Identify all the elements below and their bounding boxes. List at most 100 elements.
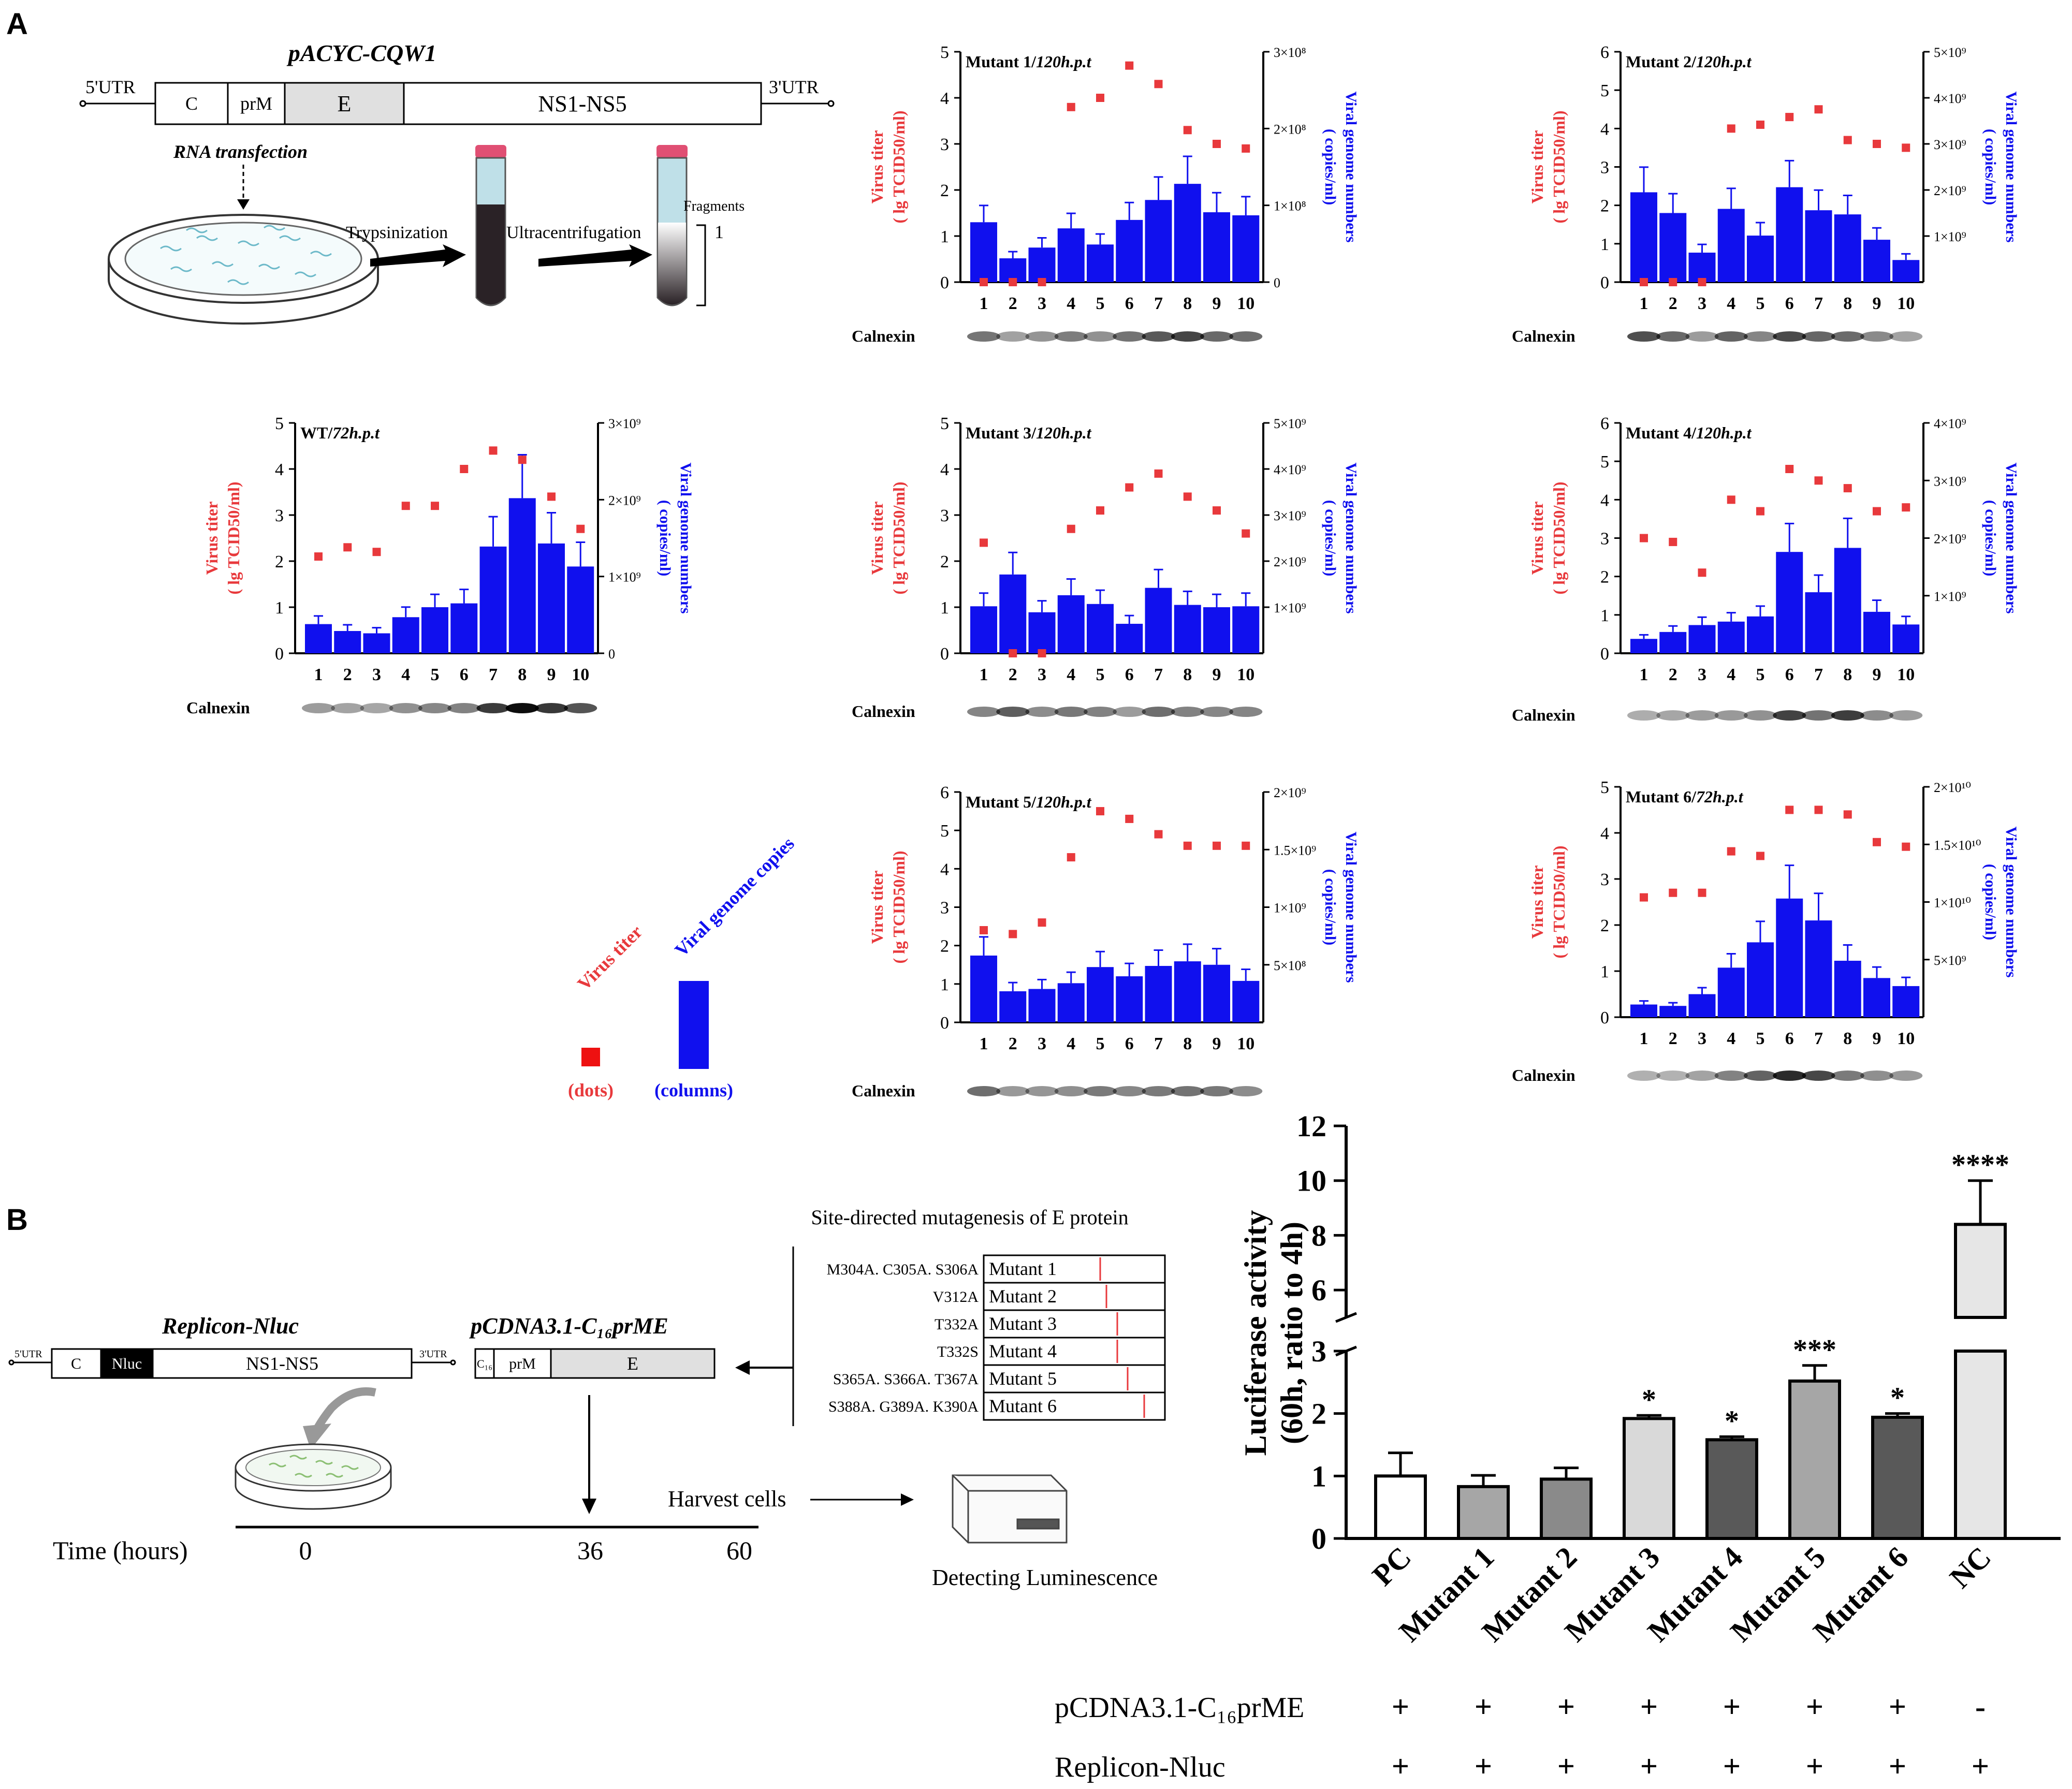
x-tick: 1 [314,665,323,684]
y-tick-right: 2×10⁹ [1274,554,1306,569]
bar [1705,1438,1758,1541]
data-point [1242,841,1250,850]
western-blot-band [967,331,1263,342]
chart-title: Mutant 6/72h.p.t [1626,787,1744,806]
y-tick-left: 6 [1600,43,1609,62]
bar [1145,588,1172,653]
row1-value: + [1889,1690,1906,1724]
x-tick: 4 [1067,665,1075,684]
bar [1871,1415,1924,1541]
x-tick: 9 [1213,294,1221,313]
significance-mark: * [1725,1405,1739,1437]
western-blot-band [1627,710,1923,721]
legend-copies-title: Viral genome copies [670,833,798,961]
blot-label: Calnexin [852,1081,915,1100]
x-tick: 6 [1785,665,1794,684]
row2-value: + [1972,1749,1989,1783]
y-tick-right: 2×10⁹ [608,493,641,508]
data-point [1067,524,1075,533]
y-tick-right: 3×10⁹ [608,416,641,431]
x-tick: NC [1943,1540,1997,1594]
row2-value: + [1475,1749,1492,1783]
y-tick-left: 2 [1600,197,1609,216]
bar [1863,978,1890,1017]
y-tick-right: 3×10⁹ [1934,137,1966,152]
bar [1630,639,1657,653]
fragment-index: 1 [714,222,724,242]
y-tick-left: 1 [940,227,949,246]
x-tick: 4 [1067,1034,1075,1053]
data-point [980,538,988,547]
x-tick: 10 [1237,294,1254,313]
bar [392,617,419,653]
data-point [1727,124,1735,133]
data-point [1096,94,1104,102]
time-36: 36 [577,1536,603,1565]
x-tick: 10 [1237,1034,1254,1053]
x-tick: 6 [1125,294,1134,313]
bar [1116,624,1143,653]
x-tick: 7 [1154,665,1163,684]
row1-value: + [1475,1690,1492,1724]
y-tick-left: 6 [1600,414,1609,433]
chart-title: Mutant 1/120h.p.t [966,52,1092,71]
y-axis-left-label: Virus titer( lg TCID50/ml) [1528,110,1568,223]
y-tick-right: 1×10¹⁰ [1934,896,1971,911]
x-tick: 3 [1698,1029,1706,1048]
x-tick: 3 [1038,294,1046,313]
bar [970,955,997,1022]
bar [1954,1223,2007,1319]
rna-transfection-label: RNA transfection [173,141,308,162]
data-point [1183,492,1192,501]
bar [305,624,332,653]
y-tick: 10 [1296,1164,1326,1198]
ultracentrifugation-label: Ultracentrifugation [506,223,641,242]
y-tick-left: 3 [940,135,949,154]
petri-dish-icon [108,214,379,325]
blot-label: Calnexin [1512,327,1575,345]
bar [1116,219,1143,282]
significance-mark: * [1642,1384,1656,1416]
y-tick-right: 1.5×10⁹ [1274,843,1316,858]
y-tick-left: 3 [1600,158,1609,178]
x-tick: 8 [518,665,527,684]
row2-value: + [1640,1749,1658,1783]
replicon-utr5: 5'UTR [14,1348,42,1360]
significance-mark: * [1890,1382,1905,1414]
row2-value: + [1889,1749,1906,1783]
y-tick-left: 3 [275,506,284,525]
replicon-title: Replicon-Nluc [162,1313,299,1339]
bar [1540,1477,1593,1541]
data-point [1727,847,1735,856]
tube-icon [475,145,506,306]
bar [1863,611,1890,653]
data-point [1669,278,1677,286]
y-tick-right: 1.5×10¹⁰ [1934,838,1981,853]
chart-title: Mutant 3/120h.p.t [966,423,1092,442]
x-tick: 3 [372,665,381,684]
mutant-name: Mutant 5 [989,1368,1057,1389]
data-point [1213,841,1221,850]
x-tick: 6 [1125,1034,1134,1053]
bar [1688,253,1716,282]
data-point [1727,495,1735,504]
fragments-label: Fragments [683,198,745,214]
legend-copies-marker [679,981,709,1069]
chart-legend: Virus titer Viral genome copies (dots) (… [568,833,798,1101]
y-tick: 6 [1311,1273,1326,1307]
y-tick-right: 1×10⁹ [1934,589,1966,604]
bar [508,498,536,653]
arrow-icon [370,244,466,267]
y-axis-left-label: Virus titer( lg TCID50/ml) [868,850,908,963]
chart-title: Mutant 2/120h.p.t [1626,52,1752,71]
data-point [1183,126,1192,135]
y-tick-right: 5×10⁹ [1934,45,1966,60]
x-tick: 1 [980,1034,988,1053]
bar [1747,616,1774,653]
data-point [1154,830,1163,839]
y-axis-right-label: Viral genome numbers( copies/ml) [1322,91,1360,242]
y-tick-left: 0 [275,644,284,664]
x-tick: 10 [1897,294,1915,313]
replicon-ns-label: NS1-NS5 [246,1353,318,1374]
bar [1174,605,1201,653]
